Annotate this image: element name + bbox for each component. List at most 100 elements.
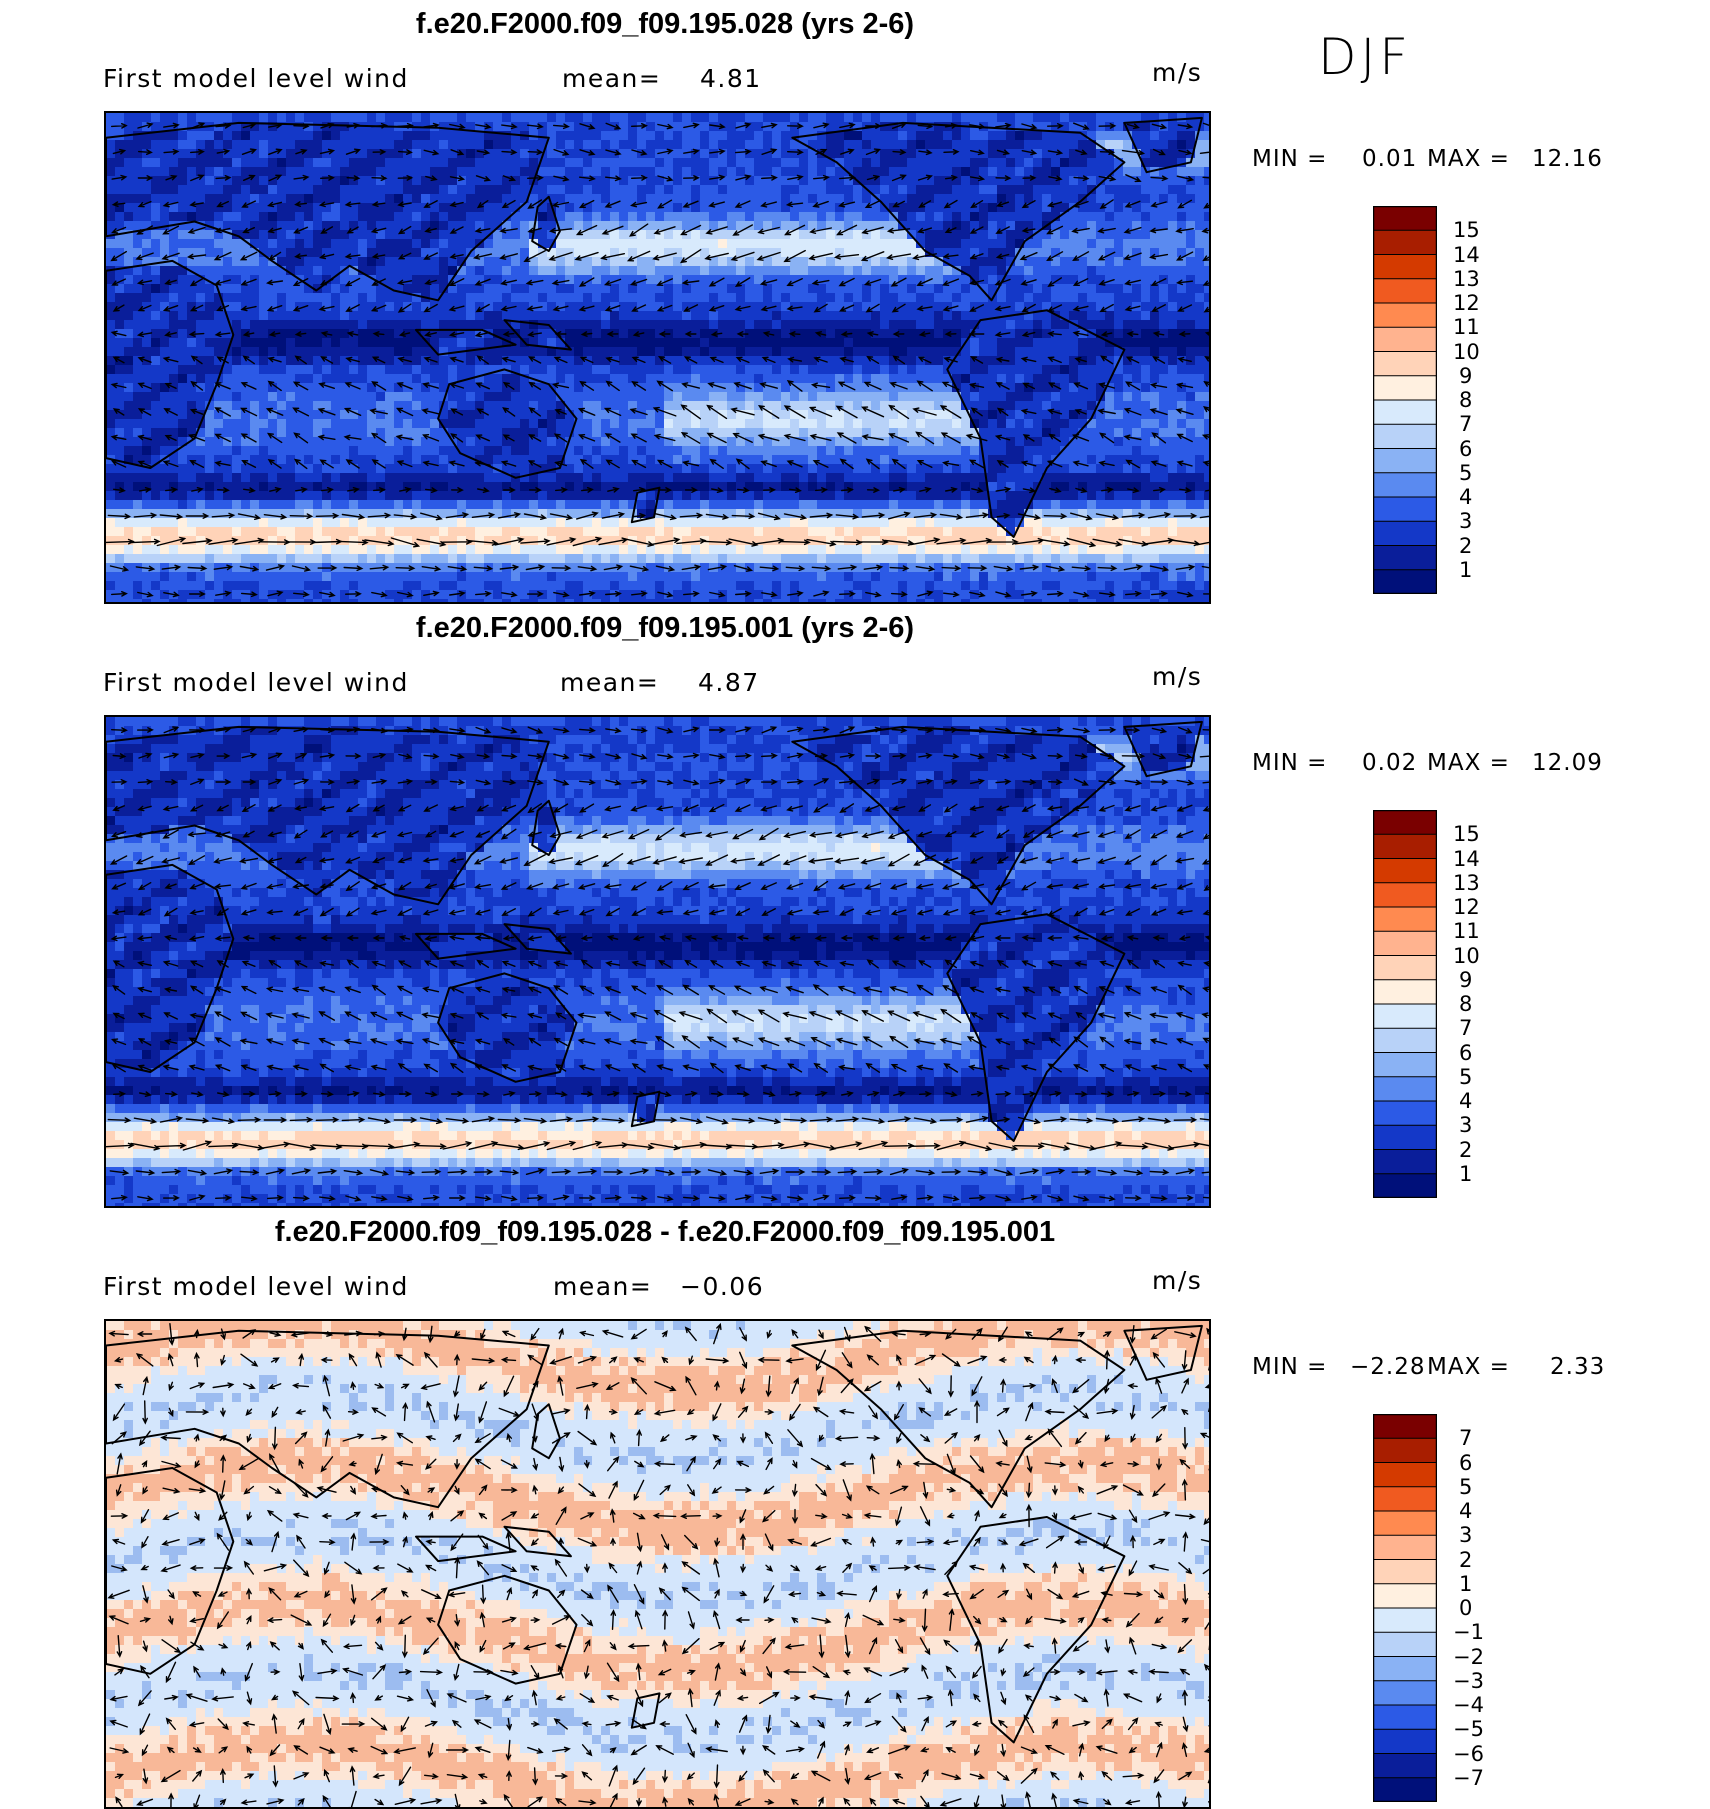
panel-1-field-label: First model level wind [103,64,409,93]
map-shading [106,113,1209,602]
colorbar-swatch [1373,545,1437,571]
panel-2-field-label: First model level wind [103,668,409,697]
colorbar-tick-label: 7 [1459,1016,1472,1040]
colorbar-swatch [1373,810,1437,836]
colorbar-tick-label: 8 [1459,388,1472,412]
colorbar-tick-label: 11 [1453,315,1480,339]
colorbar-swatch [1373,206,1437,232]
colorbar-swatch [1373,1704,1437,1731]
colorbar-swatch [1373,1583,1437,1609]
colorbar-swatch [1373,979,1437,1005]
panel-2-min-value: 0.02 [1362,750,1417,776]
colorbar-tick-label: 5 [1459,461,1472,485]
colorbar-swatch [1373,1680,1437,1706]
panel-2-wind-map [104,715,1211,1208]
colorbar-tick-label: 7 [1459,1426,1472,1450]
colorbar-tick-label: 13 [1453,267,1480,291]
colorbar-swatch [1373,1486,1437,1512]
panel-3-min-value: −2.28 [1350,1354,1425,1380]
colorbar-swatch [1373,833,1437,860]
colorbar-swatch [1373,1100,1437,1127]
panel-2-colorbar [1373,810,1437,1198]
colorbar-tick-label: 6 [1459,1041,1472,1065]
colorbar-swatch [1373,302,1437,329]
colorbar-swatch [1373,496,1437,523]
colorbar-swatch [1373,1052,1437,1078]
colorbar-swatch [1373,569,1437,594]
colorbar-swatch [1373,1173,1437,1198]
coastlines [106,1324,1203,1744]
panel-1-max-value: 12.16 [1532,146,1603,172]
colorbar-tick-label: −4 [1453,1693,1484,1717]
colorbar-swatch [1373,1149,1437,1175]
panel-2-mean-value: 4.87 [698,668,760,697]
colorbar-tick-label: 9 [1459,968,1472,992]
colorbar-tick-label: 3 [1459,509,1472,533]
colorbar-swatch [1373,399,1437,426]
colorbar-swatch [1373,1559,1437,1585]
colorbar-swatch [1373,351,1437,377]
panel-3-colorbar [1373,1414,1437,1802]
map-shading [106,717,1209,1206]
colorbar-tick-label: −2 [1453,1645,1484,1669]
colorbar-swatch [1373,1753,1437,1779]
colorbar-tick-label: −6 [1453,1742,1484,1766]
colorbar-tick-label: 6 [1459,1451,1472,1475]
colorbar-swatch [1373,1076,1437,1102]
panel-3-max-label: MAX = [1427,1354,1510,1380]
colorbar-swatch [1373,1777,1437,1802]
panel-1-colorbar [1373,206,1437,594]
colorbar-swatch [1373,882,1437,908]
colorbar-tick-label: 10 [1453,944,1480,968]
colorbar-tick-label: 10 [1453,340,1480,364]
colorbar-tick-label: 2 [1459,1138,1472,1162]
panel-3-title: f.e20.F2000.f09_f09.195.028 - f.e20.F200… [60,1216,1270,1249]
colorbar-swatch [1373,1510,1437,1537]
colorbar-tick-label: 9 [1459,364,1472,388]
colorbar-swatch [1373,278,1437,304]
panel-2-min-label: MIN = [1252,750,1327,776]
colorbar-swatch [1373,1027,1437,1054]
colorbar-swatch [1373,254,1437,280]
colorbar-swatch [1373,955,1437,981]
colorbar-swatch [1373,472,1437,498]
panel-3-wind-diff-map [104,1319,1211,1809]
colorbar-tick-label: 1 [1459,558,1472,582]
panel-1-mean-value: 4.81 [700,64,762,93]
colorbar-swatch [1373,1124,1437,1151]
colorbar-tick-label: 12 [1453,895,1480,919]
panel-3-units: m/s [1152,1266,1202,1295]
colorbar-tick-label: 3 [1459,1523,1472,1547]
panel-3-max-value: 2.33 [1550,1354,1605,1380]
colorbar-tick-label: −1 [1453,1620,1484,1644]
colorbar-tick-label: 1 [1459,1162,1472,1186]
colorbar-swatch [1373,1607,1437,1634]
colorbar-tick-label: 3 [1459,1113,1472,1137]
colorbar-swatch [1373,448,1437,474]
colorbar-swatch [1373,520,1437,547]
colorbar-swatch [1373,423,1437,450]
panel-1-max-label: MAX = [1427,146,1510,172]
colorbar-swatch [1373,1631,1437,1658]
panel-2-title: f.e20.F2000.f09_f09.195.001 (yrs 2-6) [60,612,1270,645]
colorbar-swatch [1373,930,1437,957]
colorbar-swatch [1373,1534,1437,1561]
wind-vectors [106,122,1209,598]
colorbar-swatch [1373,906,1437,933]
colorbar-swatch [1373,1462,1437,1488]
panel-2-max-value: 12.09 [1532,750,1603,776]
colorbar-tick-label: −5 [1453,1717,1484,1741]
panel-1-wind-map [104,111,1211,604]
colorbar-tick-label: 13 [1453,871,1480,895]
colorbar-tick-label: 4 [1459,1499,1472,1523]
season-label: DJF [1318,28,1412,86]
colorbar-tick-label: 5 [1459,1065,1472,1089]
colorbar-tick-label: −3 [1453,1669,1484,1693]
colorbar-tick-label: 2 [1459,1548,1472,1572]
colorbar-swatch [1373,375,1437,401]
panel-1-units: m/s [1152,58,1202,87]
panel-2-units: m/s [1152,662,1202,691]
wind-vectors [107,1322,1209,1807]
panel-3-mean-value: −0.06 [680,1272,764,1301]
colorbar-swatch [1373,229,1437,256]
